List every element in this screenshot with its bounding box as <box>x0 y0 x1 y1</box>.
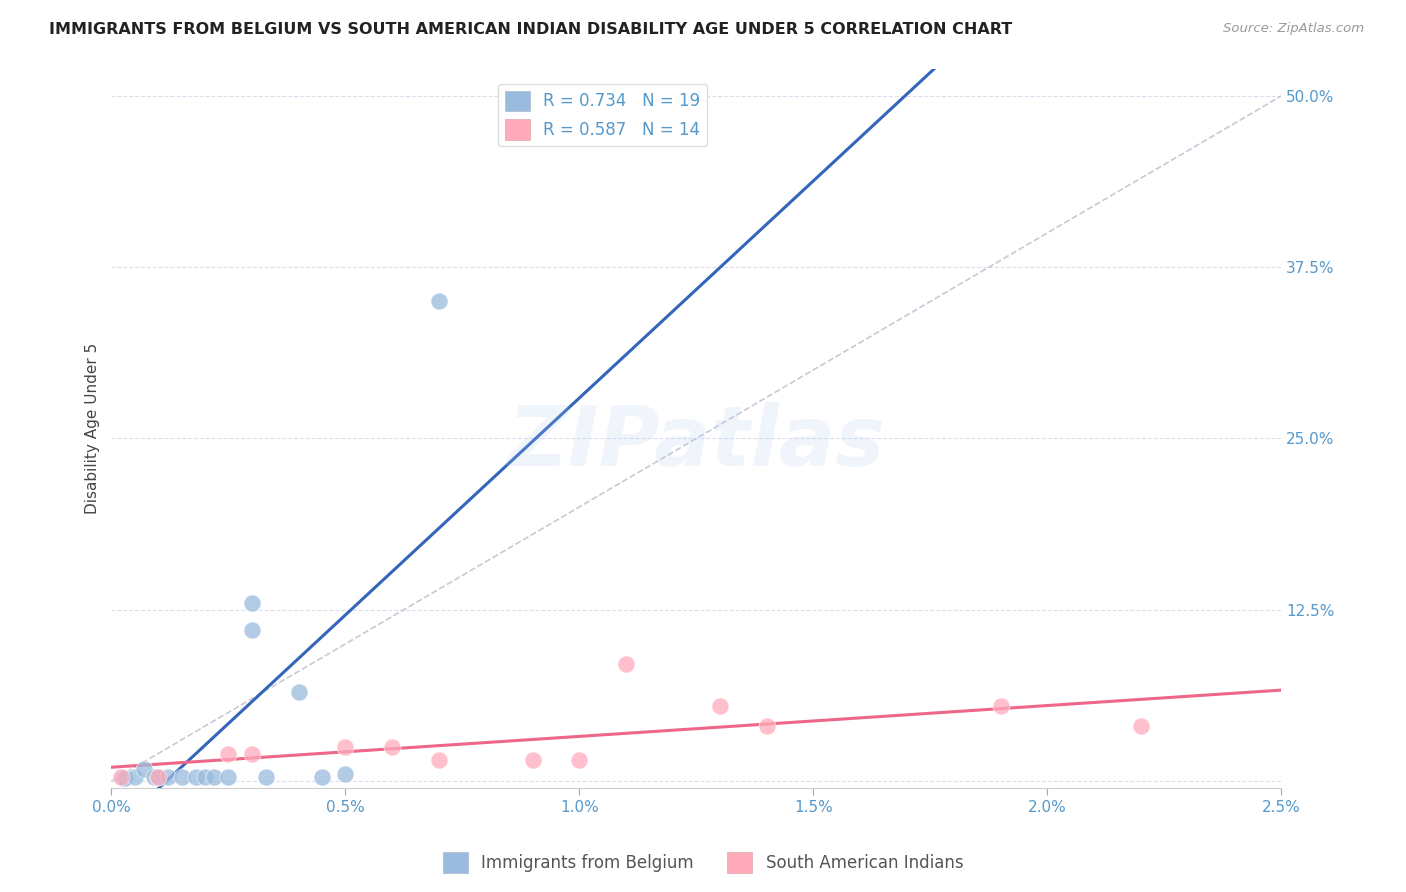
Point <box>217 770 239 784</box>
Point <box>217 747 239 761</box>
Y-axis label: Disability Age Under 5: Disability Age Under 5 <box>86 343 100 514</box>
Point <box>240 624 263 638</box>
Point <box>114 771 136 785</box>
Point <box>170 770 193 784</box>
Point <box>110 770 132 784</box>
Point <box>184 770 207 784</box>
Point <box>240 747 263 761</box>
Point <box>568 753 591 767</box>
Point <box>755 719 778 733</box>
Text: Source: ZipAtlas.com: Source: ZipAtlas.com <box>1223 22 1364 36</box>
Point <box>427 753 450 767</box>
Point <box>148 770 170 784</box>
Point <box>287 685 309 699</box>
Point <box>709 698 731 713</box>
Legend: Immigrants from Belgium, South American Indians: Immigrants from Belgium, South American … <box>436 846 970 880</box>
Point <box>240 596 263 610</box>
Point <box>335 767 357 781</box>
Point <box>112 771 135 785</box>
Point <box>381 739 404 754</box>
Point <box>202 770 225 784</box>
Legend: R = 0.734   N = 19, R = 0.587   N = 14: R = 0.734 N = 19, R = 0.587 N = 14 <box>498 84 707 146</box>
Point <box>194 770 217 784</box>
Point <box>990 698 1012 713</box>
Text: IMMIGRANTS FROM BELGIUM VS SOUTH AMERICAN INDIAN DISABILITY AGE UNDER 5 CORRELAT: IMMIGRANTS FROM BELGIUM VS SOUTH AMERICA… <box>49 22 1012 37</box>
Point <box>148 770 170 784</box>
Point <box>522 753 544 767</box>
Point <box>124 770 146 784</box>
Point <box>614 657 637 672</box>
Point <box>1130 719 1153 733</box>
Point <box>142 770 165 784</box>
Point <box>335 739 357 754</box>
Point <box>254 770 277 784</box>
Point <box>427 294 450 309</box>
Text: ZIPatlas: ZIPatlas <box>508 402 886 483</box>
Point <box>156 770 179 784</box>
Point <box>134 762 156 776</box>
Point <box>311 770 333 784</box>
